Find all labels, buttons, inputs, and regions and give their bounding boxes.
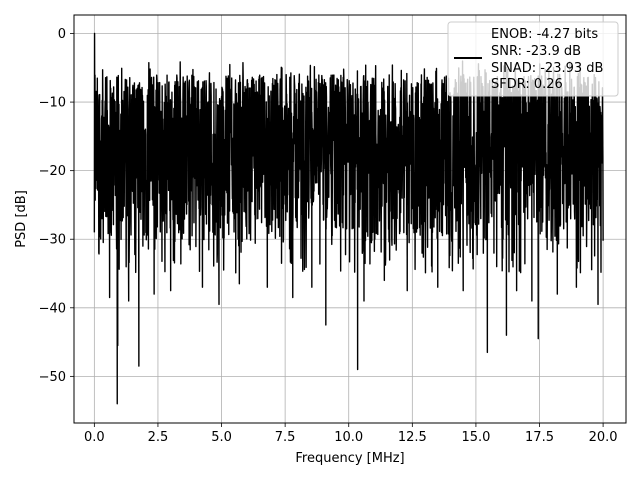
y-tick-label: −40	[39, 301, 66, 316]
x-tick-label: 20.0	[589, 430, 618, 445]
x-tick-label: 2.5	[148, 430, 169, 445]
y-tick-label: −10	[39, 96, 66, 111]
y-tick-label: −30	[39, 233, 66, 248]
y-tick-label: −20	[39, 164, 66, 179]
legend-enob: ENOB: -4.27 bits	[491, 27, 598, 42]
x-tick-label: 7.5	[275, 430, 296, 445]
x-tick-label: 15.0	[461, 430, 490, 445]
legend: ENOB: -4.27 bits SNR: -23.9 dB SINAD: -2…	[447, 21, 619, 97]
legend-snr: SNR: -23.9 dB	[491, 44, 581, 59]
x-tick-label: 5.0	[211, 430, 232, 445]
axes-frame	[73, 14, 627, 424]
y-tick-label: −50	[39, 370, 66, 385]
y-tick-label: 0	[58, 27, 66, 42]
x-axis-label: Frequency [MHz]	[295, 451, 404, 466]
x-tick-label: 17.5	[525, 430, 554, 445]
legend-sfdr: SFDR: 0.26	[491, 77, 563, 92]
y-axis-label: PSD [dB]	[14, 190, 29, 248]
legend-box	[447, 21, 619, 97]
x-tick-label: 12.5	[398, 430, 427, 445]
ticks: 0.0 2.5 5.0 7.5 10.0 12.5 15.0 17.5 20.0 0 −10 −20 −…	[39, 27, 618, 445]
x-tick-label: 10.0	[334, 430, 363, 445]
psd-series-line	[93, 32, 604, 405]
legend-sinad: SINAD: -23.93 dB	[491, 61, 603, 76]
x-tick-label: 0.0	[84, 430, 105, 445]
series-layer	[93, 32, 604, 405]
